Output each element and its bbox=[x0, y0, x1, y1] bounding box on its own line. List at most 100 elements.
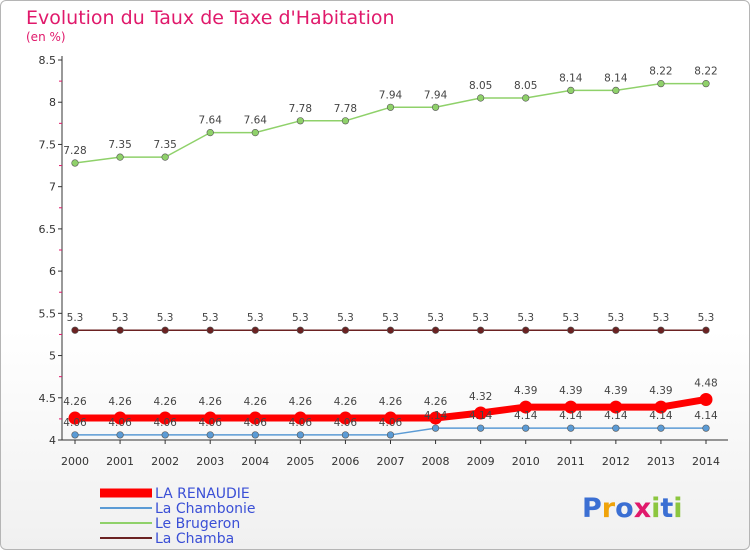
series-layer bbox=[68, 80, 713, 439]
data-point bbox=[341, 117, 350, 125]
data-point bbox=[522, 424, 530, 432]
logo-letter: o bbox=[615, 493, 634, 524]
data-point bbox=[161, 326, 169, 334]
data-label: 8.05 bbox=[469, 80, 492, 92]
data-point bbox=[116, 153, 124, 161]
data-point bbox=[657, 326, 665, 334]
data-point bbox=[657, 424, 665, 432]
data-point bbox=[296, 326, 304, 334]
data-point bbox=[567, 326, 575, 334]
x-tick-label: 2007 bbox=[377, 455, 405, 468]
data-point bbox=[251, 431, 259, 439]
logo-letter: x bbox=[634, 493, 651, 524]
data-point bbox=[338, 411, 352, 425]
data-point bbox=[251, 326, 259, 334]
proxiti-logo: Proxiti bbox=[582, 493, 683, 524]
data-label: 7.64 bbox=[244, 115, 268, 127]
data-label: 8.14 bbox=[604, 72, 628, 84]
data-label: 4.14 bbox=[604, 410, 628, 422]
data-label: 4.06 bbox=[63, 417, 87, 429]
data-label: 5.3 bbox=[292, 312, 309, 324]
data-label: 4.39 bbox=[514, 385, 537, 397]
x-tick-label: 2003 bbox=[196, 455, 224, 468]
x-tick-label: 2008 bbox=[422, 455, 450, 468]
data-point bbox=[477, 424, 485, 432]
logo-letter: i bbox=[651, 493, 660, 524]
x-tick-label: 2004 bbox=[241, 455, 269, 468]
data-point bbox=[702, 80, 710, 88]
legend-label: Le Brugeron bbox=[155, 516, 240, 532]
data-label: 5.3 bbox=[247, 312, 264, 324]
data-point bbox=[431, 326, 440, 334]
data-label: 5.3 bbox=[202, 312, 219, 324]
data-label: 8.14 bbox=[559, 72, 583, 84]
data-point bbox=[68, 411, 82, 425]
x-tick-label: 2009 bbox=[467, 455, 495, 468]
data-point bbox=[702, 326, 710, 334]
data-label: 4.06 bbox=[244, 417, 268, 429]
data-label: 5.3 bbox=[608, 312, 625, 324]
chart-subtitle: (en %) bbox=[26, 30, 66, 44]
data-point bbox=[293, 411, 307, 425]
data-label: 5.3 bbox=[337, 312, 354, 324]
data-point bbox=[612, 326, 620, 334]
data-point bbox=[161, 153, 169, 161]
y-tick-label: 6 bbox=[49, 265, 56, 278]
logo-letter: i bbox=[673, 493, 682, 524]
data-label: 4.26 bbox=[199, 396, 223, 408]
data-point bbox=[206, 326, 214, 334]
data-label: 4.06 bbox=[108, 417, 132, 429]
data-label: 5.3 bbox=[517, 312, 534, 324]
data-point bbox=[161, 431, 169, 439]
y-tick-label: 7.5 bbox=[39, 138, 57, 151]
data-label: 4.26 bbox=[244, 396, 268, 408]
data-label: 4.26 bbox=[63, 396, 87, 408]
y-tick-label: 4 bbox=[49, 434, 56, 447]
data-point bbox=[474, 406, 488, 420]
data-point bbox=[699, 392, 713, 406]
data-label: 5.3 bbox=[382, 312, 399, 324]
data-point bbox=[71, 159, 79, 167]
axes: 4 4.5 5 5.5 6 6.5 7 7.5 8 8.5 2000 2001 2002 2003 2004… bbox=[39, 54, 728, 468]
y-tick-label: 8.5 bbox=[39, 54, 57, 67]
data-labels: 4.26 4.26 4.26 4.26 4.26 4.26 4.26 4.26 4.26 4.32… bbox=[63, 66, 718, 429]
data-point bbox=[522, 326, 530, 334]
data-label: 4.39 bbox=[559, 385, 582, 397]
data-point bbox=[158, 411, 172, 425]
data-label: 4.14 bbox=[469, 410, 493, 422]
data-label: 4.26 bbox=[153, 396, 177, 408]
legend-label: La Chambonie bbox=[155, 501, 256, 517]
data-point bbox=[296, 431, 304, 439]
data-point bbox=[612, 86, 620, 94]
data-label: 4.14 bbox=[694, 410, 718, 422]
data-label: 4.14 bbox=[514, 410, 538, 422]
legend-label: La Chamba bbox=[155, 531, 234, 547]
logo-letter: r bbox=[602, 493, 616, 524]
data-point bbox=[296, 117, 304, 125]
data-label: 4.26 bbox=[424, 396, 448, 408]
data-label: 7.28 bbox=[63, 145, 86, 157]
data-point bbox=[386, 326, 395, 334]
data-label: 4.14 bbox=[559, 410, 583, 422]
data-point bbox=[612, 424, 620, 432]
data-label: 7.35 bbox=[108, 139, 131, 151]
data-point bbox=[113, 411, 127, 425]
x-tick-label: 2012 bbox=[602, 455, 630, 468]
data-point bbox=[341, 326, 350, 334]
data-label: 4.39 bbox=[649, 385, 672, 397]
data-label: 4.06 bbox=[334, 417, 358, 429]
x-tick-label: 2010 bbox=[512, 455, 540, 468]
legend-label: LA RENAUDIE bbox=[155, 486, 250, 502]
x-tick-label: 2001 bbox=[106, 455, 134, 468]
data-label: 4.14 bbox=[649, 410, 673, 422]
data-point bbox=[206, 431, 214, 439]
data-point bbox=[702, 424, 710, 432]
data-label: 4.39 bbox=[604, 385, 627, 397]
data-label: 5.3 bbox=[427, 312, 444, 324]
data-point bbox=[429, 411, 443, 425]
data-point bbox=[203, 411, 217, 425]
data-point bbox=[431, 103, 440, 111]
data-point bbox=[522, 94, 530, 102]
